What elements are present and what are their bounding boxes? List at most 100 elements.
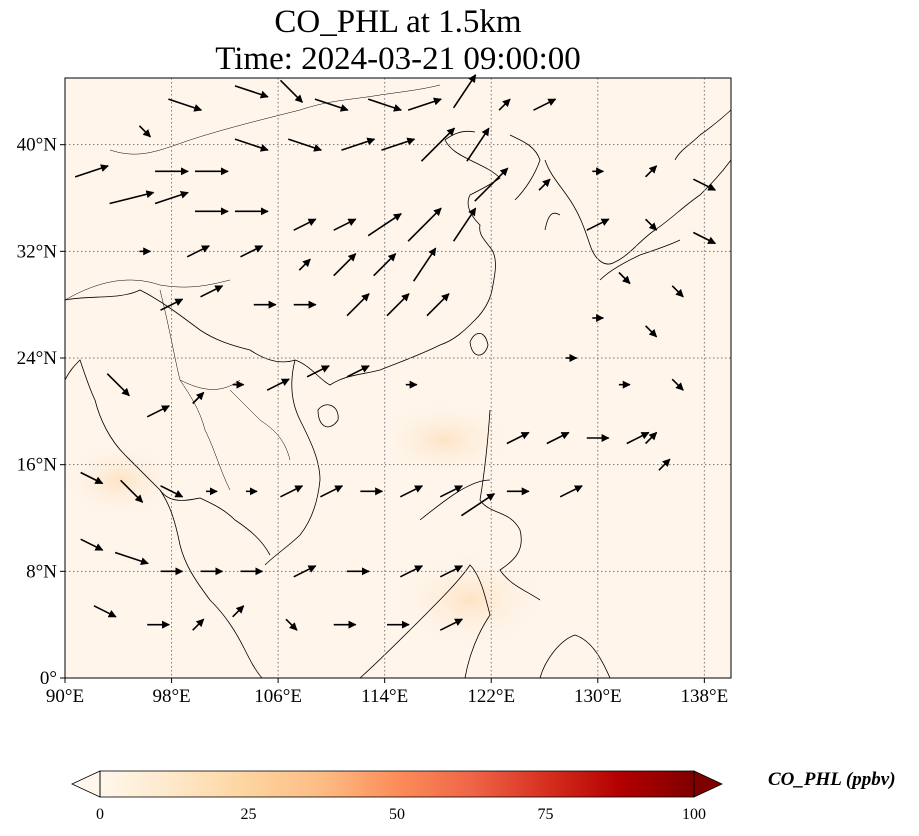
wind-arrow	[314, 98, 349, 112]
colorbar-extend-high	[693, 770, 723, 798]
wind-arrow	[200, 285, 224, 298]
concentration-field	[65, 78, 731, 678]
map-title: CO_PHL at 1.5km	[274, 4, 522, 40]
wind-arrow	[106, 373, 130, 397]
wind-arrow	[645, 165, 658, 178]
wind-arrow	[109, 190, 155, 205]
map-time-subtitle: Time: 2024-03-21 09:00:00	[215, 41, 581, 77]
wind-arrow	[154, 190, 189, 205]
wind-arrow	[407, 97, 442, 111]
x-tick-label: 130°E	[574, 686, 622, 707]
wind-arrow	[285, 618, 298, 631]
wind-arrow	[160, 485, 184, 498]
x-tick-label: 122°E	[467, 686, 515, 707]
wind-arrow	[412, 247, 437, 282]
x-tick-label: 98°E	[152, 686, 190, 707]
wind-arrow	[439, 618, 463, 631]
wind-arrow	[645, 431, 658, 445]
y-tick-label: 40°N	[17, 135, 58, 156]
wind-arrow	[192, 391, 205, 405]
wind-arrow	[114, 551, 149, 566]
y-tick-label: 24°N	[17, 348, 58, 369]
wind-arrow	[120, 479, 144, 503]
wind-arrow	[474, 167, 509, 202]
wind-arrow	[452, 207, 477, 242]
x-tick-label: 106°E	[254, 686, 302, 707]
concentration-plume	[60, 440, 180, 520]
wind-arrow	[626, 431, 650, 445]
wind-arrow	[341, 137, 376, 151]
wind-arrow	[279, 79, 304, 103]
wind-arrow	[460, 493, 496, 517]
wind-arrow	[399, 485, 424, 498]
wind-arrow	[693, 231, 717, 245]
wind-arrow	[693, 178, 717, 191]
wind-arrow	[533, 98, 557, 111]
x-axis-ticks: 90°E 98°E 106°E 114°E 122°E 130°E 138°E	[46, 678, 728, 707]
colorbar-outline	[99, 770, 695, 798]
wind-arrow	[266, 378, 290, 391]
wind-arrow	[367, 98, 402, 112]
wind-arrow	[146, 405, 170, 418]
wind-arrow	[618, 271, 631, 285]
wind-arrow	[381, 137, 416, 151]
wind-arrow	[546, 431, 570, 445]
wind-arrow	[658, 458, 671, 471]
wind-arrow	[298, 258, 311, 271]
wind-arrow	[74, 164, 109, 178]
x-tick-label: 114°E	[361, 686, 408, 707]
wind-arrow	[234, 85, 269, 99]
wind-arrow	[586, 218, 610, 231]
wind-arrow	[671, 378, 684, 391]
wind-arrow	[280, 485, 304, 498]
wind-arrow	[439, 565, 463, 578]
y-tick-label: 16°N	[17, 455, 58, 476]
wind-arrow	[645, 218, 658, 231]
wind-arrow	[168, 98, 203, 112]
wind-arrow	[333, 253, 357, 277]
wind-arrow	[498, 98, 511, 111]
wind-arrow	[407, 207, 442, 242]
wind-arrow	[234, 138, 269, 152]
wind-arrow	[288, 138, 323, 152]
wind-arrow	[466, 127, 490, 162]
wind-arrow	[559, 485, 583, 498]
colorbar-tick-label: 75	[537, 806, 554, 823]
wind-arrow	[386, 293, 410, 317]
wind-arrow	[367, 213, 402, 237]
wind-arrow	[80, 471, 104, 485]
wind-arrow	[373, 253, 397, 277]
wind-arrow	[93, 605, 117, 618]
y-tick-label: 32°N	[17, 241, 58, 262]
wind-vectors	[74, 74, 717, 631]
wind-arrow	[420, 127, 456, 162]
wind-arrow	[346, 365, 370, 378]
wind-arrow	[452, 74, 477, 109]
wind-arrow	[240, 245, 264, 258]
wind-arrow	[346, 293, 370, 317]
wind-arrow	[399, 565, 424, 578]
country-borders	[64, 84, 441, 491]
wind-arrow	[293, 565, 317, 578]
wind-arrow	[538, 178, 551, 191]
x-tick-label: 90°E	[46, 686, 84, 707]
wind-arrow	[506, 431, 530, 445]
colorbar-tick-label: 25	[240, 806, 257, 823]
colorbar-label: CO_PHL (ppbv)	[768, 769, 896, 790]
wind-arrow	[320, 485, 344, 498]
wind-arrow	[80, 538, 104, 551]
wind-arrow	[192, 618, 205, 631]
concentration-plume	[390, 550, 550, 650]
wind-arrow	[439, 485, 463, 498]
colorbar-tick-label: 50	[389, 806, 405, 823]
wind-arrow	[293, 218, 317, 231]
wind-arrow	[160, 298, 184, 311]
y-axis-ticks: 0° 8°N 16°N 24°N 32°N 40°N	[17, 135, 65, 689]
wind-arrow	[186, 245, 210, 258]
wind-arrow	[333, 218, 357, 231]
coastlines	[64, 109, 732, 679]
wind-arrow	[138, 125, 151, 138]
colorbar-tick-label: 0	[96, 806, 104, 823]
wind-arrow	[645, 325, 658, 338]
